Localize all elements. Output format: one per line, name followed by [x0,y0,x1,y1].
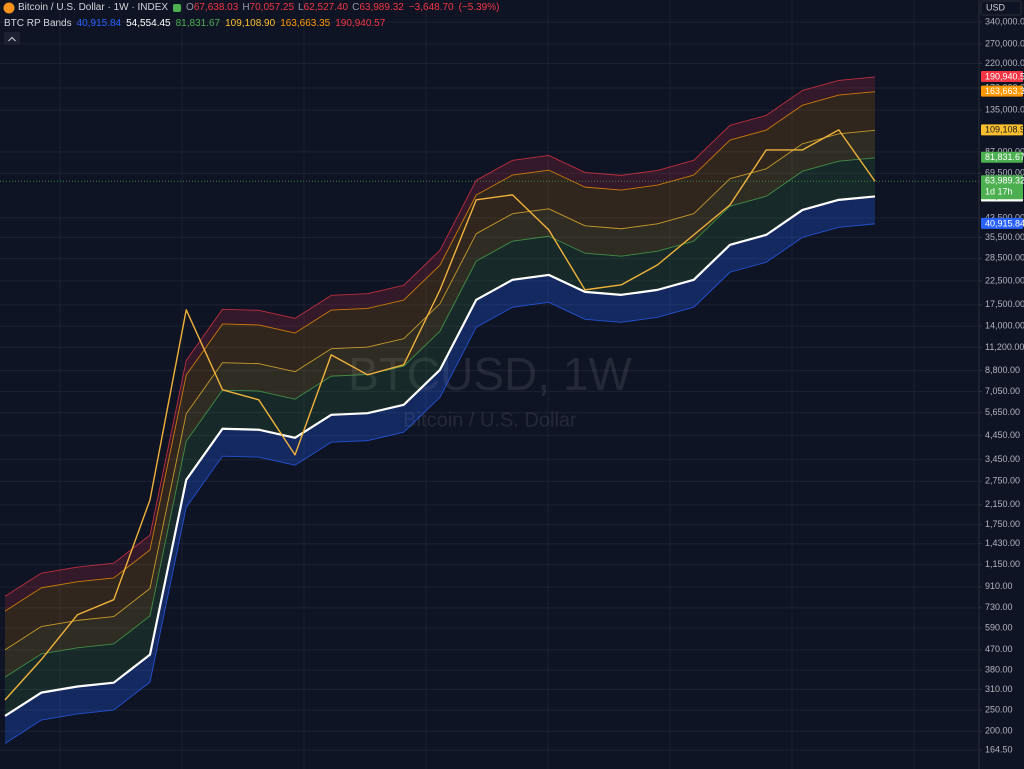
price-tag [981,175,1023,200]
price-tag-label: 109,108.90 [985,125,1024,135]
ohlc-value: 70,057.25 [249,2,295,13]
price-tag-label: 81,831.67 [985,152,1024,162]
ohlc-value: 62,527.40 [303,2,349,13]
collapse-icon [8,36,16,42]
y-tick-label: 200.00 [985,726,1013,736]
y-tick-label: 250.00 [985,704,1013,714]
indicator-value: 81,831.67 [175,18,221,29]
y-tick-label: 69,500.00 [985,168,1024,178]
ohlc-item: H70,057.25 [242,2,294,13]
price-tag-label: 40,915.84 [985,218,1024,228]
y-tick-label: 7,050.00 [985,386,1020,396]
y-tick-label: 135,000.00 [985,104,1024,114]
price-tag [981,124,1023,136]
y-tick-label: 164.50 [985,744,1013,754]
y-tick-label: 1,430.00 [985,538,1020,548]
y-tick-label: 3,450.00 [985,454,1020,464]
price-tag [981,85,1023,97]
y-tick-label: 4,450.00 [985,430,1020,440]
price-tag [981,151,1023,163]
ohlc-value: 63,989.32 [359,2,404,13]
indicator-value: 109,108.90 [225,18,276,29]
watermark: BTCUSD, 1W [348,348,632,400]
price-line [4,129,876,701]
ohlc-item: O67,638.03 [186,2,238,13]
y-tick-label: 910.00 [985,581,1013,591]
y-tick-label: 5,650.00 [985,407,1020,417]
ohlc-item: L62,527.40 [298,2,348,13]
y-tick-label: 35,500.00 [985,232,1024,242]
y-tick-label: 2,150.00 [985,499,1020,509]
price-tag-label: 190,940.57 [985,71,1024,81]
price-tag [981,70,1023,82]
countdown: 1d 17h [985,187,1013,197]
y-tick-label: 8,800.00 [985,365,1020,375]
band-fill [5,91,875,650]
y-tick-label: 590.00 [985,623,1013,633]
header-row: Bitcoin / U.S. Dollar · 1W · INDEX O67,6… [18,2,499,13]
indicator-value: 190,940.57 [335,18,386,29]
y-tick-label: 380.00 [985,664,1013,674]
y-tick-label: 2,750.00 [985,476,1020,486]
indicator-name[interactable]: BTC RP Bands [4,18,72,29]
collapse-button[interactable] [4,32,20,45]
ohlc-key: H [242,2,250,13]
ohlc-key: O [186,2,194,13]
lines [0,76,979,744]
ohlc-key: C [352,2,360,13]
indicator-value: 54,554.45 [126,18,171,29]
change: −3,648.70 [408,2,454,13]
price-tags: 40,915.8454,554.4581,831.67109,108.90163… [981,70,1024,229]
ohlc-item: C63,989.32 [352,2,404,13]
ohlc-value: 67,638.03 [193,2,239,13]
y-tick-label: 11,200.00 [985,342,1024,352]
indicator-row: BTC RP Bands 40,915.84 54,554.45 81,831.67… [4,18,385,29]
change-pct: (−5.39%) [458,2,500,13]
band-fill [5,130,875,678]
y-tick-label: 270,000.00 [985,38,1024,48]
y-tick-label: 340,000.00 [985,16,1024,26]
band-line [4,129,876,651]
y-tick-label: 28,500.00 [985,253,1024,263]
ohlc: O67,638.03 H70,057.25 L62,527.40 C63,989.32 [186,2,404,13]
band-fill [5,196,875,744]
y-tick-label: 1,150.00 [985,559,1020,569]
y-tick-label: 22,500.00 [985,275,1024,285]
y-tick-label: 14,000.00 [985,321,1024,331]
price-tag-label: 63,989.32 [985,176,1024,186]
watermark-subtitle: Bitcoin / U.S. Dollar [403,409,577,431]
band-fill [5,157,875,716]
indicator-value: 163,663.35 [280,18,331,29]
y-tick-label: 17,500.00 [985,299,1024,309]
symbol-icon [3,2,15,14]
y-tick-label: 43,500.00 [985,212,1024,222]
grid [0,0,979,769]
y-tick-label: 220,000.00 [985,58,1024,68]
y-tick-label: 310.00 [985,684,1013,694]
y-tick-label: 1,750.00 [985,519,1020,529]
ohlc-key: L [298,2,304,13]
band-line [4,91,876,612]
band-line [4,76,876,597]
currency[interactable]: USD [986,2,1006,12]
band-fills [5,76,875,744]
indicator-value: 40,915.84 [76,18,122,29]
y-tick-label: 730.00 [985,602,1013,612]
y-tick-label: 87,000.00 [985,146,1024,156]
price-tag-label: 163,663.35 [985,86,1024,96]
currency-button[interactable] [980,0,1022,16]
value-axis: 340,000.00270,000.00220,000.00170,000.00… [979,16,1024,754]
band-line [4,157,876,678]
price-tag [981,217,1023,229]
market-status [173,3,182,12]
band-line [4,223,876,744]
band-line [4,195,876,717]
y-tick-label: 470.00 [985,644,1013,654]
symbol[interactable]: Bitcoin / U.S. Dollar · 1W · INDEX [18,2,169,13]
